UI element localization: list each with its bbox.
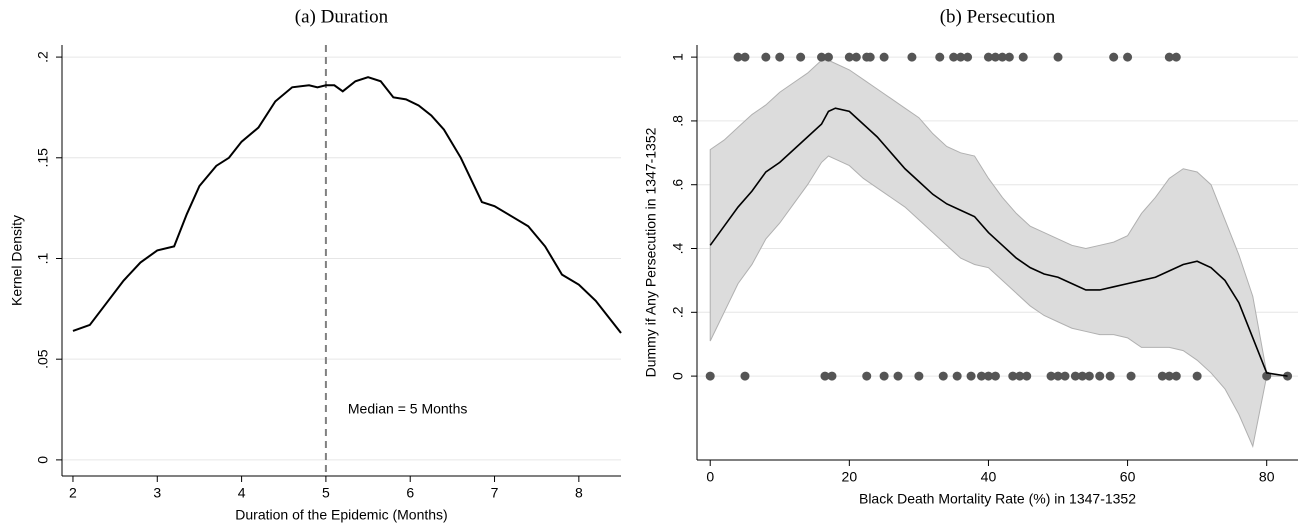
data-point	[1105, 371, 1115, 381]
data-point	[938, 371, 948, 381]
data-point	[966, 371, 976, 381]
data-point	[1053, 371, 1063, 381]
x-axis-label: Black Death Mortality Rate (%) in 1347-1…	[859, 491, 1136, 507]
data-point	[983, 52, 993, 62]
x-tick-label: 6	[406, 485, 414, 501]
data-point	[1171, 371, 1181, 381]
data-point	[1126, 371, 1136, 381]
x-tick-label: 0	[706, 469, 714, 485]
data-point	[733, 52, 743, 62]
y-tick-label: .05	[35, 349, 51, 369]
data-point	[1164, 371, 1174, 381]
x-tick-label: 40	[981, 469, 997, 485]
y-tick-label: .1	[35, 252, 51, 264]
data-point	[1157, 371, 1167, 381]
data-point	[990, 52, 1000, 62]
y-axis-label: Kernel Density	[9, 215, 25, 306]
density-line	[72, 76, 622, 334]
data-point	[820, 371, 830, 381]
x-tick-label: 20	[842, 469, 858, 485]
data-point	[775, 52, 785, 62]
data-point	[1070, 371, 1080, 381]
data-point	[990, 371, 1000, 381]
data-point	[879, 52, 889, 62]
y-tick-label: 0	[35, 456, 51, 464]
y-tick-label: .2	[670, 306, 686, 318]
data-point	[844, 52, 854, 62]
data-point	[1192, 371, 1202, 381]
data-point	[1095, 371, 1105, 381]
data-point	[1046, 371, 1056, 381]
data-point	[796, 52, 806, 62]
data-point	[952, 371, 962, 381]
data-point	[935, 52, 945, 62]
data-point	[740, 52, 750, 62]
data-point	[977, 371, 987, 381]
data-point	[1123, 52, 1133, 62]
data-point	[823, 52, 833, 62]
data-point	[963, 52, 973, 62]
y-tick-label: .4	[670, 242, 686, 254]
data-point	[1008, 371, 1018, 381]
x-tick-label: 80	[1259, 469, 1275, 485]
data-point	[997, 52, 1007, 62]
x-axis-label: Duration of the Epidemic (Months)	[235, 507, 447, 523]
data-point	[817, 52, 827, 62]
data-point	[1015, 371, 1025, 381]
data-point	[761, 52, 771, 62]
data-point	[705, 371, 715, 381]
y-tick-label: .8	[670, 115, 686, 127]
chart-title: (a) Duration	[295, 6, 389, 27]
x-tick-label: 4	[238, 485, 246, 501]
data-point	[862, 371, 872, 381]
data-point	[1084, 371, 1094, 381]
data-point	[1109, 52, 1119, 62]
data-point	[1053, 52, 1063, 62]
annotation: Median = 5 Months	[348, 401, 467, 417]
data-point	[1022, 371, 1032, 381]
data-point	[914, 371, 924, 381]
data-point	[1004, 52, 1014, 62]
x-tick-label: 2	[69, 485, 77, 501]
data-point	[740, 371, 750, 381]
x-tick-label: 7	[491, 485, 499, 501]
fit-line	[709, 107, 1288, 377]
data-point	[893, 371, 903, 381]
data-point	[1077, 371, 1087, 381]
data-point	[1018, 52, 1028, 62]
data-point	[879, 371, 889, 381]
data-point	[1171, 52, 1181, 62]
x-tick-label: 5	[322, 485, 330, 501]
data-point	[956, 52, 966, 62]
y-tick-label: .15	[35, 148, 51, 168]
data-point	[983, 371, 993, 381]
data-point	[1060, 371, 1070, 381]
x-tick-label: 3	[153, 485, 161, 501]
y-tick-label: .2	[35, 51, 51, 63]
chart-title: (b) Persecution	[940, 6, 1056, 27]
confidence-band	[709, 59, 1288, 448]
data-point	[1164, 52, 1174, 62]
y-axis-label: Dummy if Any Persecution in 1347-1352	[643, 127, 659, 377]
y-tick-label: 1	[670, 53, 686, 61]
y-tick-label: .6	[670, 179, 686, 191]
data-point	[865, 52, 875, 62]
y-tick-label: 0	[670, 372, 686, 380]
data-point	[949, 52, 959, 62]
x-tick-label: 60	[1120, 469, 1136, 485]
data-point	[907, 52, 917, 62]
data-point	[851, 52, 861, 62]
data-point	[827, 371, 837, 381]
x-tick-label: 8	[575, 485, 583, 501]
